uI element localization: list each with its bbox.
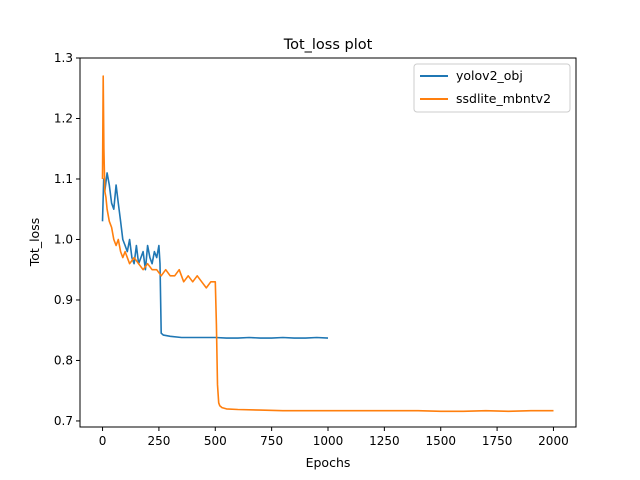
x-tick-label: 250: [147, 434, 170, 448]
x-tick-label: 750: [260, 434, 283, 448]
chart-title: Tot_loss plot: [283, 37, 373, 53]
y-tick-label: 0.7: [54, 414, 73, 428]
y-axis: 0.7 0.8 0.9 1.0 1.1 1.2 1.3: [54, 51, 80, 428]
x-axis-label: Epochs: [306, 455, 351, 470]
legend-label-ssdlite-mbntv2: ssdlite_mbntv2: [456, 91, 551, 106]
y-tick-label: 1.2: [54, 111, 73, 125]
x-axis: 0 250 500 750 1000 1250 1500 1750 2000: [99, 427, 569, 448]
y-tick-label: 0.9: [54, 293, 73, 307]
x-tick-label: 2000: [538, 434, 569, 448]
x-tick-label: 1500: [425, 434, 456, 448]
y-tick-label: 1.3: [54, 51, 73, 65]
y-tick-label: 1.0: [54, 232, 73, 246]
y-axis-label: Tot_loss: [27, 218, 42, 267]
series-layer: [101, 75, 554, 413]
legend: yolov2_obj ssdlite_mbntv2: [413, 63, 571, 113]
x-tick-label: 1750: [482, 434, 513, 448]
x-tick-label: 0: [99, 434, 107, 448]
y-tick-label: 1.1: [54, 172, 73, 186]
x-tick-label: 1000: [313, 434, 344, 448]
legend-label-yolov2-obj: yolov2_obj: [456, 68, 523, 83]
x-tick-label: 1250: [369, 434, 400, 448]
y-tick-label: 0.8: [54, 353, 73, 367]
legend-box: [413, 63, 571, 113]
series-line-yolov2-obj: [101, 172, 329, 339]
series-line-ssdlite-mbntv2: [101, 75, 554, 413]
x-tick-label: 500: [204, 434, 227, 448]
